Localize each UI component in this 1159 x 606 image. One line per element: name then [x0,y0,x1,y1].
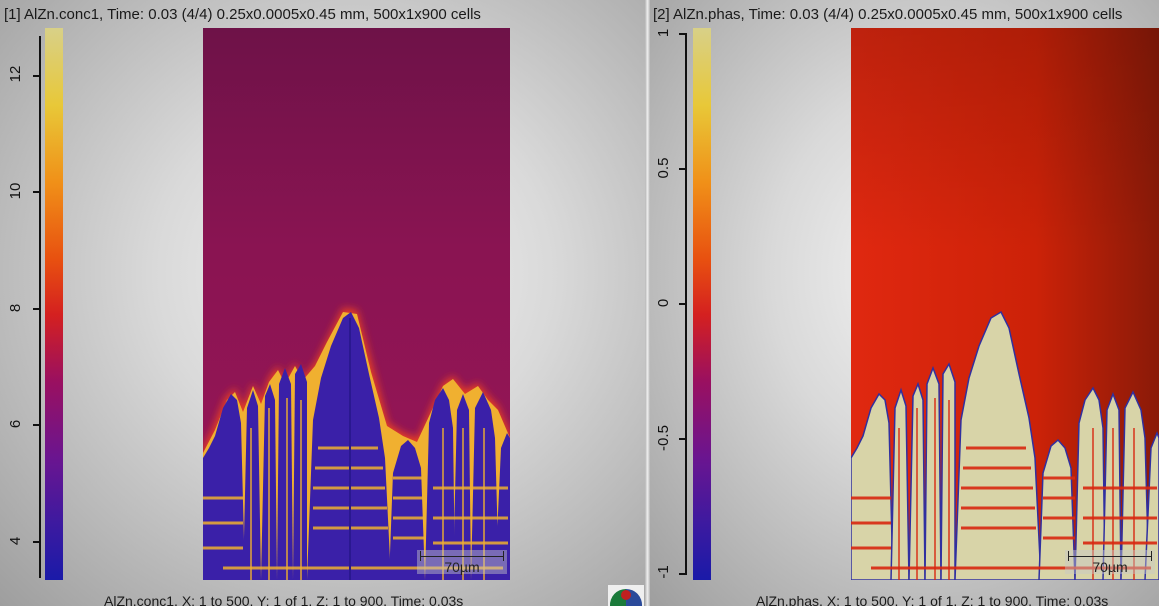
colorbar-tick-label: 0.5 [655,157,672,179]
colorbar-tick [679,168,686,170]
dendrite-concentration-plot [203,28,510,580]
colorbar-tick [33,424,40,426]
colorbar [45,28,63,580]
panel-title: [1] AlZn.conc1, Time: 0.03 (4/4) 0.25x0.… [4,6,481,23]
colorbar-axis [685,33,687,575]
view-panel-phase[interactable]: [2] AlZn.phas, Time: 0.03 (4/4) 0.25x0.0… [650,0,1159,606]
colorbar [693,28,711,580]
panel-title: [2] AlZn.phas, Time: 0.03 (4/4) 0.25x0.0… [653,6,1123,23]
colorbar-tick-label: 6 [7,419,24,429]
scale-bar: 70µm [417,550,507,575]
colorbar-tick-label: -0.5 [655,425,672,451]
colorbar-tick [33,541,40,543]
colorbar-tick-label: 4 [7,536,24,546]
colorbar-tick [679,573,686,575]
colorbar-tick-label: 10 [7,182,24,200]
concentration-field-image [203,28,510,580]
app-logo-icon [608,585,644,606]
view-panel-concentration[interactable]: [1] AlZn.conc1, Time: 0.03 (4/4) 0.25x0.… [0,0,645,606]
colorbar-tick-label: 1 [655,28,672,38]
dendrite-phase-plot [851,28,1159,580]
colorbar-axis [39,36,41,578]
scale-bar-label: 70µm [444,559,480,575]
panel-footer: AlZn.conc1, X: 1 to 500, Y: 1 of 1, Z: 1… [104,593,464,606]
colorbar-tick [679,303,686,305]
scale-bar-cap-right [503,551,504,561]
scale-bar-cap-right [1151,551,1152,561]
colorbar-tick-label: 8 [7,303,24,313]
colorbar-tick [33,75,40,77]
colorbar-tick-label: 0 [655,298,672,308]
scale-bar: 70µm [1065,550,1155,575]
colorbar-tick-label: -1 [655,565,672,579]
phase-field-image [851,28,1159,580]
colorbar-tick-label: 12 [7,65,24,83]
panel-divider[interactable] [645,0,650,606]
colorbar-tick [33,308,40,310]
scale-bar-cap-left [1068,551,1069,561]
colorbar-tick [33,191,40,193]
panel-footer: AlZn.phas, X: 1 to 500, Y: 1 of 1, Z: 1 … [756,593,1109,606]
scale-bar-line [420,556,504,557]
scale-bar-line [1068,556,1152,557]
colorbar-tick [679,438,686,440]
colorbar-tick [679,33,686,35]
scale-bar-label: 70µm [1092,559,1128,575]
scale-bar-cap-left [420,551,421,561]
